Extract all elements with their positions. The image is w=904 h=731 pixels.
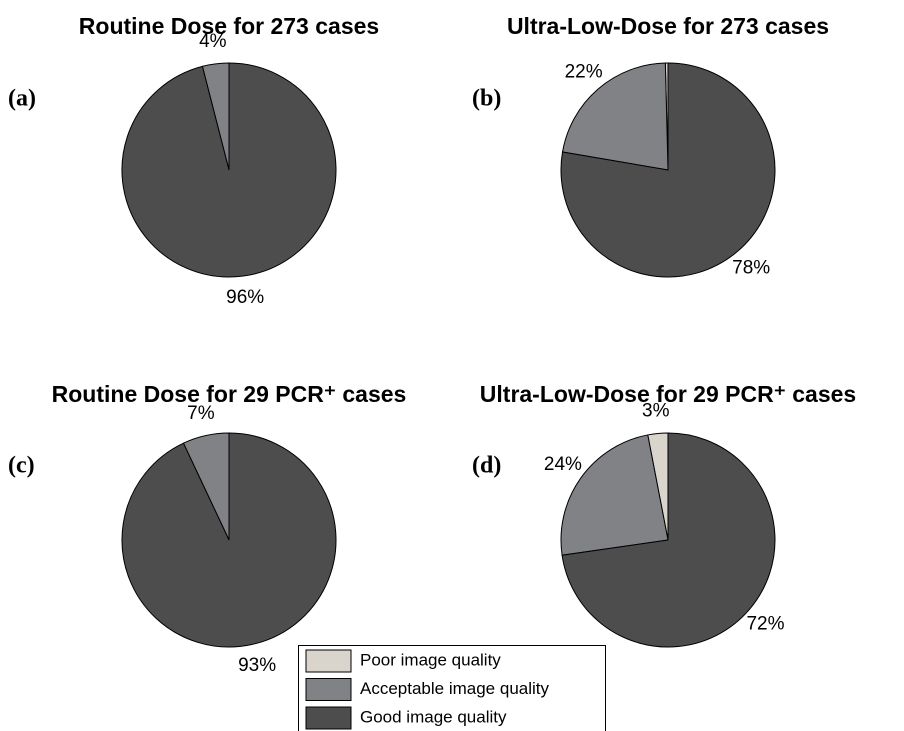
panel-label: (c): [8, 453, 35, 479]
legend-swatch: [305, 706, 352, 730]
value-label: 93%: [238, 655, 276, 676]
value-label: 3%: [642, 401, 670, 422]
legend-swatch: [305, 678, 352, 701]
pie-slice: [560, 434, 669, 556]
value-label: 72%: [746, 613, 784, 634]
pie-slice: [121, 62, 337, 278]
legend-label: Poor image quality: [360, 650, 501, 669]
panel-label: (b): [472, 86, 501, 112]
panel-label: (d): [472, 453, 501, 479]
chart-title: Ultra-Low-Dose for 29 PCR⁺ cases: [480, 381, 856, 407]
legend-label: Acceptable image quality: [360, 679, 550, 698]
pie-slice: [121, 432, 337, 648]
pie-slice: [560, 62, 776, 278]
value-label: 7%: [187, 403, 215, 424]
chart-title: Ultra-Low-Dose for 273 cases: [507, 13, 829, 39]
value-label: 78%: [732, 258, 770, 279]
legend-label: Good image quality: [360, 707, 507, 726]
pie-slice: [561, 432, 776, 648]
value-label: 4%: [199, 31, 227, 52]
value-label: 22%: [565, 61, 603, 82]
chart-title: Routine Dose for 273 cases: [79, 13, 379, 39]
value-label: 24%: [544, 454, 582, 475]
value-label: 96%: [226, 287, 264, 308]
chart-title: Routine Dose for 29 PCR⁺ cases: [52, 381, 407, 407]
panel-label: (a): [8, 86, 36, 112]
legend-swatch: [305, 649, 352, 673]
pie-slice: [561, 62, 669, 171]
